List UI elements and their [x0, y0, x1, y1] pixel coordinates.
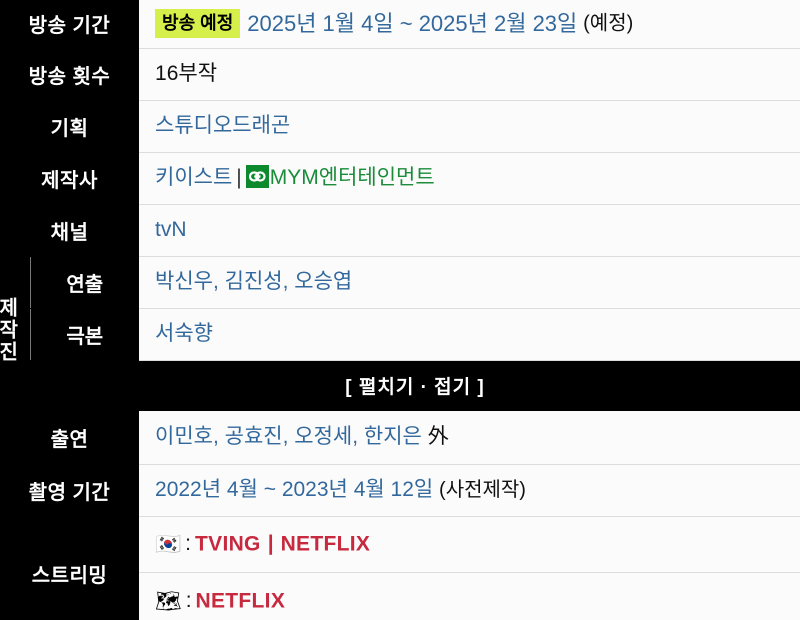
- row-value-director: 박신우, 김진성, 오승엽: [139, 256, 800, 309]
- table-row-production: 제작사 키이스트 | MYM엔터테인먼트: [0, 152, 800, 205]
- director-names[interactable]: 박신우, 김진성, 오승엽: [155, 269, 353, 293]
- air-period-dates[interactable]: 2025년 1월 4일 ~ 2025년 2월 23일: [247, 10, 578, 36]
- row-value-episodes: 16부작: [139, 48, 800, 101]
- row-label-director: 연출: [29, 256, 140, 309]
- episodes-value: 16부작: [155, 61, 218, 85]
- writer-name[interactable]: 서숙향: [155, 321, 213, 345]
- streaming-service-netflix-kr[interactable]: NETFLIX: [280, 532, 371, 555]
- row-value-filming: 2022년 4월 ~ 2023년 4월 12일 (사전제작): [139, 464, 800, 517]
- row-label-air-period: 방송 기간: [0, 0, 140, 49]
- filming-dates[interactable]: 2022년 4월 ~ 2023년 4월 12일: [155, 477, 434, 501]
- channel-link[interactable]: tvN: [155, 217, 187, 241]
- production-divider: |: [236, 165, 242, 189]
- table-row-director: 제작진 연출 박신우, 김진성, 오승엽: [0, 256, 800, 411]
- table-row-streaming-world: 🗺: NETFLIX: [0, 572, 800, 620]
- expand-collapse-toggle[interactable]: [ 펼치기 · 접기 ]: [30, 360, 800, 411]
- table-row-streaming-kr: 스트리밍 🇰🇷: TVING | NETFLIX: [0, 516, 800, 620]
- row-label-staff: 제작진: [0, 256, 30, 411]
- table-row-expand-collapse[interactable]: [ 펼치기 · 접기 ]: [0, 360, 800, 411]
- air-period-note: (예정): [583, 12, 634, 35]
- status-badge: 방송 예정: [155, 9, 241, 39]
- cast-names[interactable]: 이민호, 공효진, 오정세, 한지은: [155, 424, 422, 448]
- row-label-planning: 기획: [0, 100, 140, 153]
- row-value-channel: tvN: [139, 204, 800, 257]
- row-label-writer: 극본: [29, 308, 140, 361]
- filming-note: (사전제작): [439, 478, 526, 501]
- streaming-sep-kr: |: [267, 532, 274, 555]
- table-row-planning: 기획 스튜디오드래곤: [0, 100, 800, 153]
- table-row-air-period: 방송 기간 방송 예정 2025년 1월 4일 ~ 2025년 2월 23일 (예…: [0, 0, 800, 49]
- row-label-production: 제작사: [0, 152, 140, 205]
- streaming-service-tving[interactable]: TVING: [195, 532, 261, 555]
- table-row-channel: 채널 tvN: [0, 204, 800, 257]
- streaming-colon-kr: :: [185, 532, 192, 555]
- world-map-icon: 🗺: [155, 588, 182, 613]
- streaming-line-korea: 🇰🇷: TVING | NETFLIX: [139, 516, 800, 573]
- production-company-2[interactable]: MYM엔터테인먼트: [269, 165, 435, 189]
- row-value-air-period: 방송 예정 2025년 1월 4일 ~ 2025년 2월 23일 (예정): [139, 0, 800, 49]
- table-row-episodes: 방송 횟수 16부작: [0, 48, 800, 101]
- table-row-cast: 출연 이민호, 공효진, 오정세, 한지은 外: [0, 410, 800, 465]
- row-value-planning: 스튜디오드래곤: [139, 100, 800, 153]
- production-company-1[interactable]: 키이스트: [155, 165, 233, 189]
- row-label-episodes: 방송 횟수: [0, 48, 140, 101]
- link-icon: [245, 164, 269, 188]
- row-label-channel: 채널: [0, 204, 140, 257]
- row-value-cast: 이민호, 공효진, 오정세, 한지은 外: [139, 410, 800, 465]
- row-label-filming: 촬영 기간: [0, 464, 140, 517]
- row-label-cast: 출연: [0, 410, 140, 465]
- row-value-writer: 서숙향: [139, 308, 800, 361]
- planning-link[interactable]: 스튜디오드래곤: [155, 113, 291, 137]
- streaming-service-netflix-world[interactable]: NETFLIX: [195, 589, 286, 612]
- cast-suffix: 外: [427, 424, 449, 448]
- staff-label-vertical: 제작진: [0, 297, 18, 363]
- table-row-writer: 극본 서숙향: [0, 308, 800, 361]
- row-label-streaming: 스트리밍: [0, 516, 140, 620]
- table-row-filming: 촬영 기간 2022년 4월 ~ 2023년 4월 12일 (사전제작): [0, 464, 800, 517]
- streaming-line-world: 🗺: NETFLIX: [139, 572, 800, 620]
- flag-korea-icon: 🇰🇷: [155, 531, 182, 556]
- streaming-colon-world: :: [185, 589, 192, 612]
- row-value-production: 키이스트 | MYM엔터테인먼트: [139, 152, 800, 205]
